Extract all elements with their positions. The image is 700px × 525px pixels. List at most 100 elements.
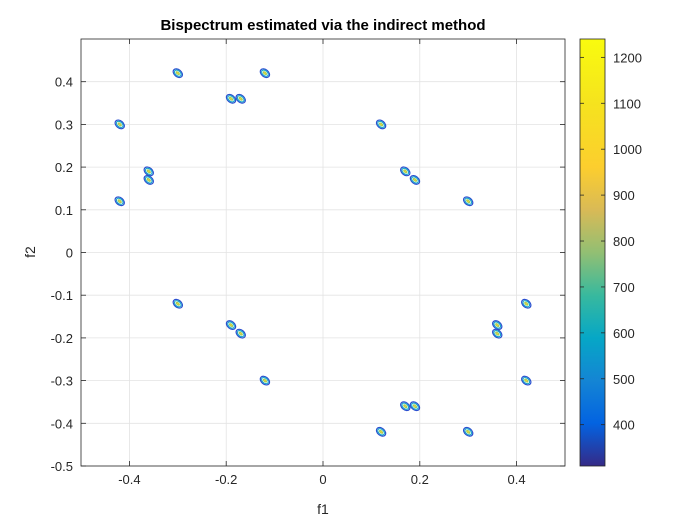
colorbar-tick-label: 500	[613, 372, 635, 387]
peak-contour	[492, 328, 503, 339]
contour-level-low	[375, 426, 387, 437]
contour-level-peak	[263, 379, 266, 382]
contour-level-low	[400, 401, 411, 412]
contour-peaks	[114, 68, 532, 437]
contour-level-low	[492, 320, 503, 331]
y-axis-label: f2	[22, 246, 38, 258]
contour-level-mid	[115, 120, 124, 129]
contour-level-mid	[464, 428, 473, 436]
contour-level-peak	[118, 200, 121, 203]
contour-level-peak	[525, 302, 528, 305]
peak-contour	[143, 166, 154, 177]
peak-contour	[375, 119, 387, 130]
y-tick-label: -0.5	[51, 459, 73, 474]
x-tick-label: -0.4	[118, 472, 140, 487]
contour-level-low	[114, 119, 125, 130]
contour-level-peak	[525, 379, 528, 382]
contour-level-peak	[118, 123, 121, 126]
contour-level-peak	[239, 97, 242, 100]
x-tick-label: 0.2	[411, 472, 429, 487]
contour-level-peak	[404, 405, 407, 408]
x-tick-label: -0.2	[215, 472, 237, 487]
contour-level-low	[225, 320, 237, 331]
peak-contour	[172, 298, 184, 309]
contour-level-mid	[493, 329, 502, 338]
y-tick-label: -0.2	[51, 331, 73, 346]
colorbar	[579, 38, 606, 467]
contour-level-peak	[467, 200, 470, 203]
contour-level-peak	[414, 179, 416, 181]
contour-level-peak	[496, 332, 499, 335]
y-tick-label: -0.1	[51, 288, 73, 303]
y-tick-label: -0.4	[51, 416, 73, 431]
contour-level-peak	[147, 179, 150, 181]
contour-level-peak	[380, 123, 383, 126]
peak-contour	[172, 68, 184, 79]
contour-level-peak	[380, 430, 383, 433]
contour-level-low	[462, 426, 474, 437]
peak-contour	[462, 426, 474, 437]
colorbar-tick-label: 1000	[613, 142, 642, 157]
contour-level-mid	[522, 300, 531, 308]
peak-contour	[492, 320, 503, 331]
colorbar-ticks: 400 500 600 700 800 900 1000 1100 1200	[580, 50, 642, 433]
peak-contour	[114, 119, 125, 130]
x-axis-label: f1	[317, 501, 329, 517]
contour-level-peak	[147, 170, 150, 173]
contour-level-mid	[411, 402, 419, 410]
contour-level-low	[235, 328, 246, 339]
contour-level-peak	[230, 324, 232, 326]
contour-level-mid	[144, 167, 153, 176]
x-tick-label: 0.4	[508, 472, 526, 487]
peak-contour	[225, 93, 237, 104]
contour-level-mid	[173, 300, 182, 308]
colorbar-tick-label: 1100	[613, 96, 641, 111]
contour-level-peak	[496, 324, 499, 326]
contour-level-peak	[239, 332, 242, 335]
contour-level-mid	[144, 176, 153, 184]
contour-level-mid	[401, 167, 410, 176]
peak-contour	[409, 401, 421, 412]
peak-contour	[225, 320, 237, 331]
contour-level-low	[521, 298, 532, 309]
colorbar-tick-label: 900	[613, 188, 635, 203]
peak-contour	[143, 174, 154, 185]
peak-contour	[235, 93, 246, 104]
contour-level-low	[172, 298, 184, 309]
peak-contour	[375, 426, 387, 437]
contour-level-peak	[176, 302, 179, 305]
y-tick-label: 0	[66, 246, 73, 261]
peak-contour	[400, 166, 411, 177]
y-tick-label: 0.4	[55, 75, 73, 90]
colorbar-tick-label: 700	[613, 280, 635, 295]
contour-level-mid	[464, 197, 473, 205]
contour-level-peak	[230, 97, 232, 100]
contour-level-low	[225, 93, 237, 104]
axis-ticks: -0.4 -0.2 0 0.2 0.4 -0.5 -0.4 -0.3 -0.2 -0.1 0 0.1 0…	[51, 39, 565, 487]
contour-level-low	[375, 119, 387, 130]
peak-contour	[114, 196, 125, 207]
contour-level-low	[409, 401, 421, 412]
contour-level-mid	[173, 69, 182, 77]
contour-level-mid	[115, 197, 124, 205]
peak-contour	[409, 174, 421, 185]
peak-contour	[521, 375, 532, 386]
contour-level-low	[521, 375, 532, 386]
contour-level-low	[172, 68, 184, 79]
contour-level-peak	[467, 430, 470, 433]
peak-contour	[521, 298, 532, 309]
grid-lines	[81, 39, 565, 467]
y-tick-label: 0.2	[55, 160, 73, 175]
contour-level-low	[143, 166, 154, 177]
contour-level-peak	[263, 72, 266, 75]
contour-level-low	[409, 174, 421, 185]
contour-level-mid	[236, 95, 245, 103]
colorbar-tick-label: 1200	[613, 50, 642, 65]
x-tick-label: 0	[319, 472, 326, 487]
contour-level-mid	[493, 321, 502, 329]
contour-level-low	[143, 174, 154, 185]
contour-level-low	[235, 93, 246, 104]
contour-level-mid	[261, 376, 269, 385]
contour-level-mid	[377, 120, 385, 129]
